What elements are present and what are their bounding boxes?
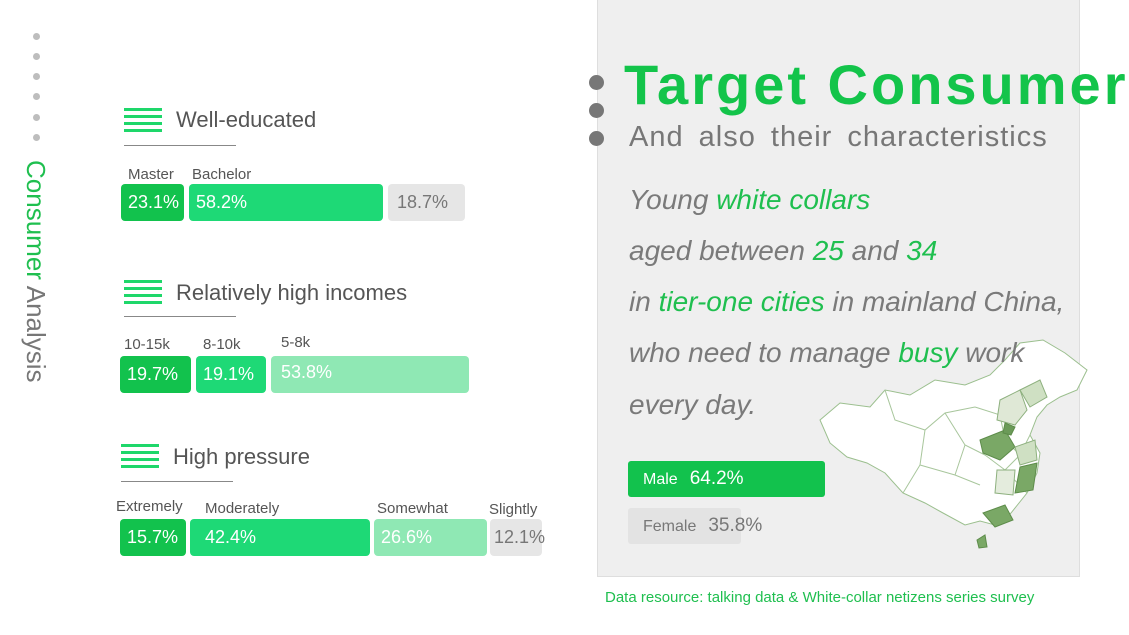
side-title-part1: Consumer	[21, 160, 51, 280]
male-value: 64.2%	[689, 468, 744, 489]
highlight-tier-one-cities: tier-one cities	[658, 286, 825, 317]
section-title-income: Relatively high incomes	[176, 280, 408, 305]
description-text: in	[629, 286, 659, 317]
page-subtitle: And also their characteristics	[629, 121, 1048, 153]
description-text: Young	[629, 184, 717, 215]
decor-dot	[33, 114, 40, 121]
page-title: Target Consumer	[624, 53, 1129, 116]
bar-8-10k: 19.1%	[196, 356, 266, 393]
section-divider	[124, 316, 236, 317]
description-line-2: aged between 25 and 34	[629, 235, 937, 267]
decor-dot	[33, 134, 40, 141]
highlight-age-min: 25	[812, 235, 844, 266]
section-title-education: Well-educated	[176, 107, 317, 132]
label-bachelor: Bachelor	[192, 166, 252, 183]
list-icon	[124, 280, 162, 306]
china-map-icon	[819, 339, 1088, 549]
bar-other-education: 18.7%	[388, 184, 465, 221]
bar-bachelor: 58.2%	[189, 184, 383, 221]
female-label: Female	[643, 518, 697, 535]
bar-moderately: 42.4%	[190, 519, 370, 556]
side-title: Consumer Analysis	[21, 160, 51, 400]
section-divider	[121, 481, 233, 482]
bar-10-15k: 19.7%	[120, 356, 191, 393]
list-icon	[121, 444, 159, 470]
list-icon	[124, 108, 162, 134]
highlight-white-collars: white collars	[716, 184, 871, 215]
description-text: in mainland China,	[824, 286, 1065, 317]
description-line-4: who need to manage busy work	[629, 337, 1024, 369]
section-title-pressure: High pressure	[173, 444, 310, 469]
label-5-8k: 5-8k	[281, 334, 311, 351]
label-master: Master	[128, 166, 174, 183]
description-line-1: Young white collars	[629, 184, 870, 216]
bar-male: Male 64.2%	[628, 461, 825, 497]
description-line-5: every day.	[629, 389, 757, 420]
bar-master: 23.1%	[121, 184, 184, 221]
highlight-busy: busy	[898, 337, 958, 368]
bar-5-8k: 53.8%	[271, 356, 469, 393]
female-value: 35.8%	[708, 515, 763, 536]
decor-dot-large	[589, 131, 604, 146]
decor-dot	[33, 33, 40, 40]
decor-dot	[33, 53, 40, 60]
male-label: Male	[643, 471, 678, 488]
decor-dot-large	[589, 75, 604, 90]
highlight-age-max: 34	[906, 235, 938, 266]
label-10-15k: 10-15k	[124, 336, 170, 353]
description-text: aged between	[629, 235, 813, 266]
section-divider	[124, 145, 236, 146]
decor-dot	[33, 73, 40, 80]
description-line-3: in tier-one cities in mainland China,	[629, 286, 1064, 318]
label-moderately: Moderately	[205, 500, 280, 517]
label-extremely: Extremely	[116, 498, 183, 515]
label-slightly: Slightly	[489, 501, 538, 518]
bar-somewhat: 26.6%	[374, 519, 487, 556]
description-text: who need to manage	[629, 337, 899, 368]
side-title-part2: Analysis	[21, 279, 51, 383]
description-text: work	[957, 337, 1025, 368]
label-somewhat: Somewhat	[377, 500, 448, 517]
decor-dot	[33, 93, 40, 100]
label-8-10k: 8-10k	[203, 336, 241, 353]
data-source-note: Data resource: talking data & White-coll…	[605, 589, 1035, 606]
bar-female: Female 35.8%	[628, 508, 762, 544]
bar-extremely: 15.7%	[120, 519, 186, 556]
description-text: and	[843, 235, 907, 266]
bar-slightly: 12.1%	[490, 519, 545, 556]
decor-dot-large	[589, 103, 604, 118]
